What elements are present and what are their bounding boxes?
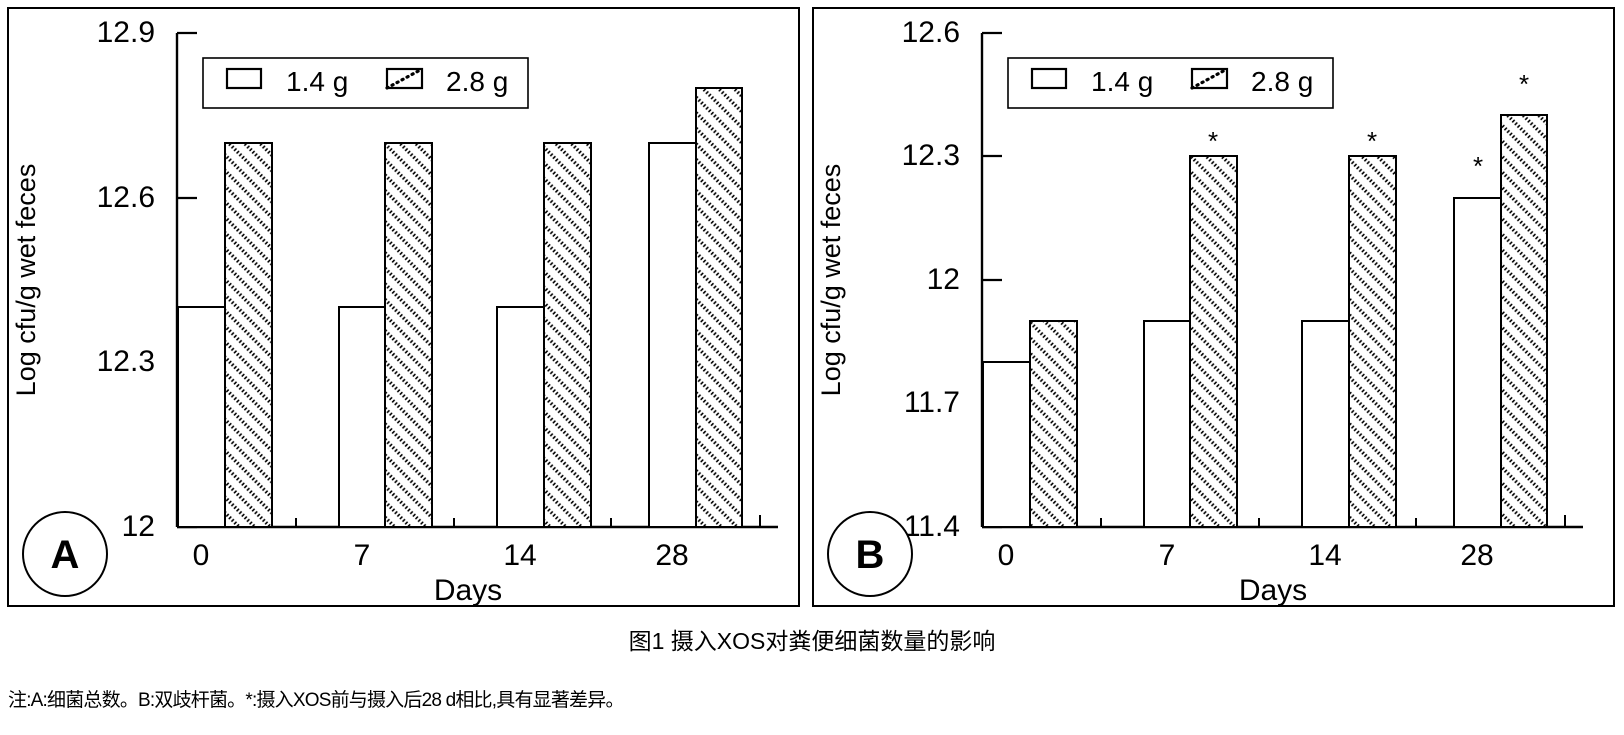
svg-text:12.9: 12.9 [97,16,155,49]
svg-text:7: 7 [354,539,371,572]
svg-text:12: 12 [927,263,960,296]
svg-text:7: 7 [1159,539,1176,572]
svg-text:A: A [51,533,80,577]
svg-text:0: 0 [193,539,210,572]
svg-text:11.4: 11.4 [904,510,960,543]
svg-text:28: 28 [1460,539,1493,572]
svg-text:Days: Days [434,574,502,607]
svg-text:Days: Days [1239,574,1307,607]
svg-text:*: * [1519,69,1529,99]
svg-text:14: 14 [1308,539,1341,572]
svg-text:B: B [856,533,885,577]
svg-text:2.8 g: 2.8 g [1251,66,1313,97]
svg-text:*: * [1473,151,1483,181]
svg-text:12.6: 12.6 [902,16,960,49]
svg-text:Log cfu/g wet feces: Log cfu/g wet feces [816,164,846,397]
svg-text:28: 28 [655,539,688,572]
svg-text:0: 0 [998,539,1015,572]
svg-text:11.7: 11.7 [904,386,960,419]
svg-text:12.3: 12.3 [97,345,155,378]
svg-text:*: * [1208,126,1218,156]
svg-text:12.6: 12.6 [97,181,155,214]
svg-text:12.3: 12.3 [902,139,960,172]
svg-text:*: * [1367,126,1377,156]
svg-text:14: 14 [503,539,536,572]
svg-text:2.8 g: 2.8 g [446,66,508,97]
svg-text:1.4 g: 1.4 g [1091,66,1153,97]
svg-text:1.4 g: 1.4 g [286,66,348,97]
svg-text:12: 12 [122,510,155,543]
svg-text:Log cfu/g wet feces: Log cfu/g wet feces [11,164,41,397]
